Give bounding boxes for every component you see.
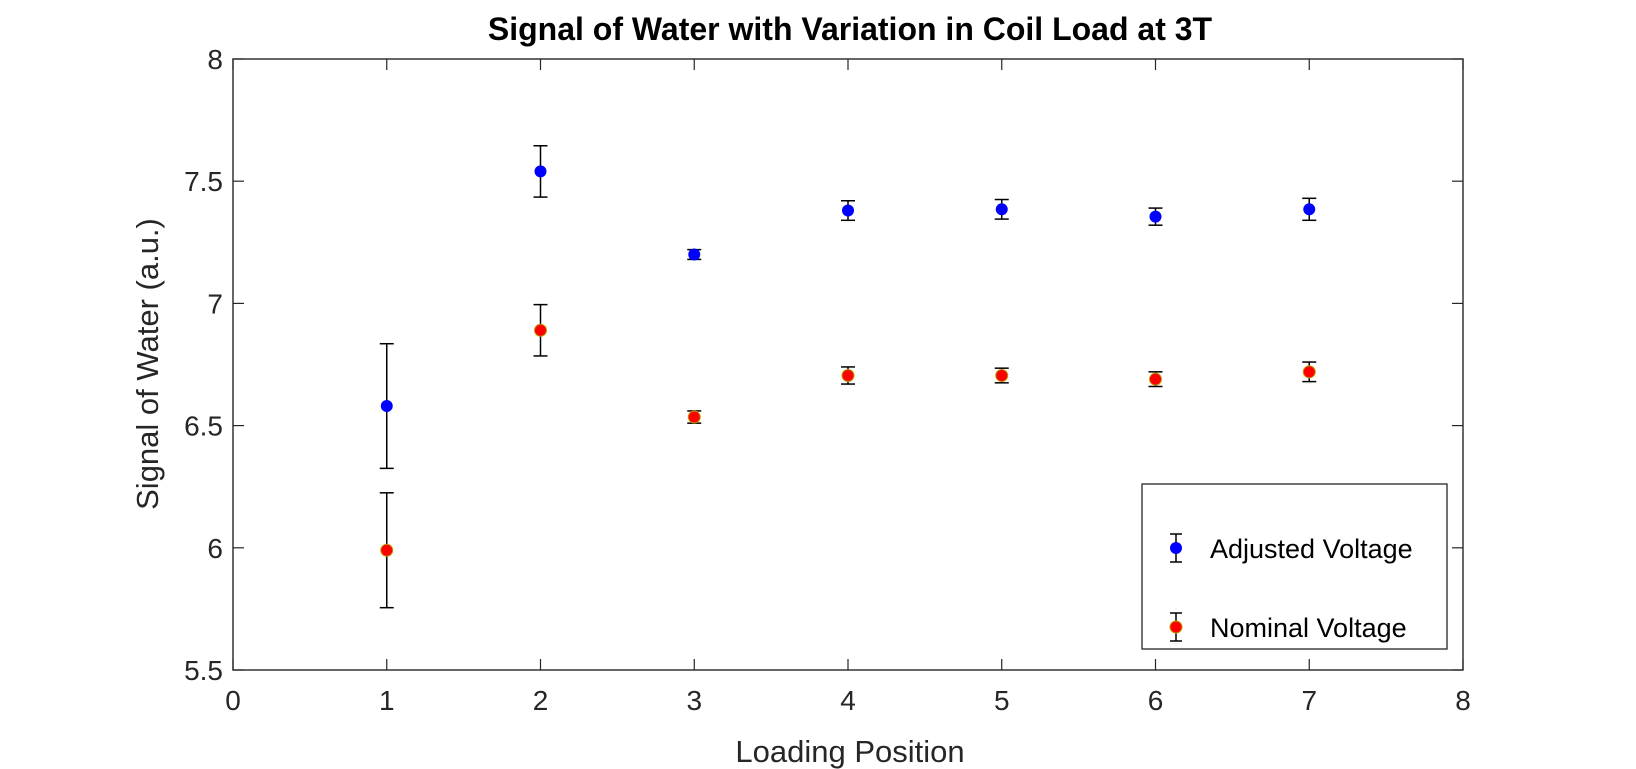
x-tick-label: 5 xyxy=(994,685,1010,716)
data-point xyxy=(380,543,394,557)
data-point xyxy=(1149,210,1162,223)
data-series xyxy=(379,145,1317,609)
data-point xyxy=(534,165,547,178)
x-tick-label: 2 xyxy=(533,685,549,716)
x-tick-label: 8 xyxy=(1455,685,1471,716)
y-tick-label: 5.5 xyxy=(184,655,223,686)
data-point xyxy=(995,203,1008,216)
data-point xyxy=(1303,203,1316,216)
x-tick-label: 7 xyxy=(1301,685,1317,716)
legend: Adjusted Voltage Nominal Voltage xyxy=(1141,483,1448,650)
data-point xyxy=(687,410,701,424)
legend-label: Nominal Voltage xyxy=(1210,613,1407,643)
data-point xyxy=(1149,372,1162,386)
data-point xyxy=(995,368,1009,382)
y-tick-label: 8 xyxy=(207,44,223,75)
y-tick-label: 6.5 xyxy=(184,411,223,442)
legend-label: Adjusted Voltage xyxy=(1210,534,1413,564)
data-point xyxy=(842,204,854,217)
series-nominal-voltage xyxy=(379,303,1317,609)
data-point xyxy=(841,368,855,382)
x-tick-label: 6 xyxy=(1148,685,1164,716)
x-tick-label: 0 xyxy=(225,685,241,716)
data-point xyxy=(688,248,701,261)
data-point xyxy=(380,400,393,413)
legend-box xyxy=(1141,483,1448,650)
x-tick-label: 1 xyxy=(379,685,395,716)
x-tick-label: 3 xyxy=(686,685,702,716)
legend-marker xyxy=(1169,620,1183,634)
y-tick-label: 6 xyxy=(207,533,223,564)
y-axis-label: Signal of Water (a.u.) xyxy=(130,218,165,510)
axis-ticks xyxy=(232,58,1464,671)
series-adjusted-voltage xyxy=(379,145,1317,470)
y-tick-label: 7.5 xyxy=(184,166,223,197)
axis-tick-labels: 0 1 2 3 4 5 6 7 8 5.5 6 6.5 7 7.5 8 xyxy=(184,44,1471,716)
chart-title: Signal of Water with Variation in Coil L… xyxy=(488,11,1213,47)
data-point xyxy=(534,323,547,337)
data-point xyxy=(1302,365,1316,379)
x-tick-label: 4 xyxy=(840,685,856,716)
legend-marker xyxy=(1170,542,1182,554)
x-axis-label: Loading Position xyxy=(735,734,964,769)
y-tick-label: 7 xyxy=(207,288,223,319)
